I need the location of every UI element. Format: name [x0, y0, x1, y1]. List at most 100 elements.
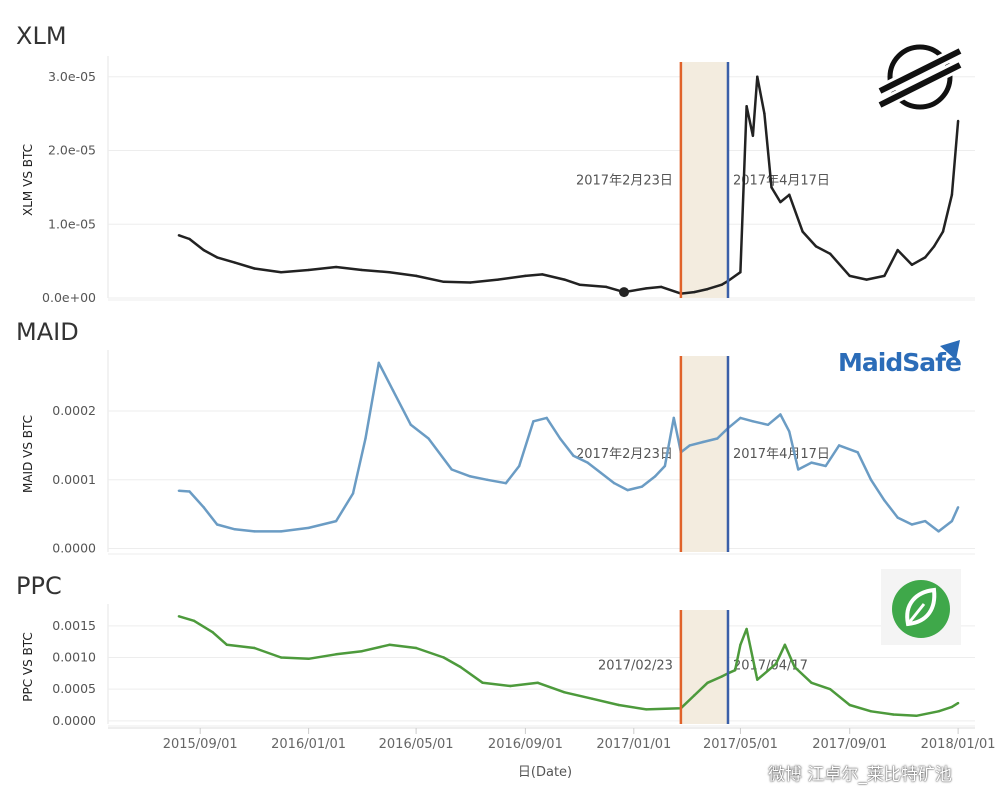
data-point — [414, 274, 418, 278]
highlight-band — [680, 356, 728, 552]
data-point — [793, 665, 796, 669]
data-point — [892, 713, 895, 716]
data-point — [837, 444, 841, 447]
data-point — [545, 416, 548, 420]
data-point — [766, 423, 770, 426]
data-point — [307, 657, 310, 660]
data-point — [788, 193, 791, 196]
series-line-maid — [178, 361, 960, 533]
data-point — [706, 287, 709, 291]
data-point — [536, 681, 540, 685]
data-point — [504, 482, 508, 485]
data-point — [701, 440, 705, 444]
data-point — [910, 263, 914, 267]
data-point — [626, 488, 629, 492]
weibo-watermark: 微博 江卓尔_莱比特矿池 — [768, 765, 952, 785]
data-point — [509, 684, 512, 688]
data-point — [739, 270, 742, 274]
data-point — [774, 662, 778, 666]
data-point — [605, 285, 608, 289]
data-point — [739, 643, 742, 647]
data-point — [192, 619, 196, 622]
annotation-end-date: 2017年4月17日 — [733, 174, 830, 189]
data-point — [177, 615, 181, 618]
x-tick-label: 2016/01/01 — [271, 737, 346, 752]
data-point — [307, 526, 310, 530]
data-point — [409, 423, 412, 426]
data-point — [496, 278, 500, 281]
data-point — [848, 703, 851, 707]
data-point — [613, 482, 616, 485]
panel-title: MAID — [16, 318, 79, 346]
data-point — [660, 285, 663, 289]
data-point — [956, 701, 960, 705]
data-point — [910, 523, 914, 526]
annotation-start-date: 2017/02/23 — [598, 658, 673, 673]
data-point — [586, 461, 589, 464]
data-point — [937, 530, 940, 533]
data-point — [756, 678, 759, 681]
data-point — [645, 287, 648, 290]
panel-maid: MAID 0.0000 0.0001 0.0002 MAID VS BTC 2017年2月… — [16, 318, 975, 556]
data-point — [233, 261, 237, 264]
data-point — [307, 268, 310, 272]
data-point — [828, 252, 832, 255]
data-point — [414, 646, 418, 650]
data-point — [563, 691, 566, 694]
data-point — [391, 389, 395, 392]
y-tick-label: 0.0e+00 — [42, 290, 96, 305]
data-point — [177, 489, 181, 492]
data-point — [572, 454, 575, 457]
data-point — [427, 437, 430, 440]
data-point — [720, 675, 723, 678]
data-point — [848, 274, 851, 278]
data-point — [459, 665, 462, 669]
data-point — [950, 193, 954, 196]
data-point — [334, 265, 338, 269]
data-point — [558, 437, 562, 440]
y-tick-label: 3.0e-05 — [48, 69, 96, 84]
data-point — [532, 420, 535, 423]
data-point — [279, 530, 283, 533]
data-point — [869, 710, 873, 713]
x-tick-label: 2016/05/01 — [379, 737, 454, 752]
x-axis-label: 日(Date) — [518, 765, 572, 780]
data-point — [599, 471, 603, 475]
y-tick-label: 0.0010 — [52, 650, 96, 665]
data-point — [828, 687, 832, 691]
x-tick-label: 2017/01/01 — [596, 737, 671, 752]
y-tick-label: 0.0001 — [52, 472, 96, 487]
data-point — [578, 283, 581, 286]
data-point — [751, 420, 755, 423]
data-point — [233, 528, 237, 531]
peercoin-leaf-icon — [881, 569, 961, 645]
data-point — [745, 627, 748, 631]
data-point — [450, 468, 453, 471]
y-axis-label: MAID VS BTC — [21, 415, 35, 493]
data-point — [824, 464, 827, 468]
svg-text:MaidSafe: MaidSafe — [838, 348, 961, 377]
data-point — [693, 694, 696, 697]
data-point — [896, 248, 899, 252]
x-tick-label: 2017/09/01 — [812, 737, 887, 752]
data-point — [763, 112, 766, 115]
data-point — [202, 248, 205, 252]
data-point — [360, 268, 364, 272]
data-point — [883, 274, 886, 278]
data-point — [481, 681, 484, 685]
data-point — [590, 697, 594, 700]
data-point — [869, 478, 873, 481]
data-point — [188, 490, 191, 493]
data-point — [653, 475, 657, 478]
data-point — [924, 256, 927, 259]
highlight-band — [680, 62, 728, 298]
x-tick-label: 2018/01/01 — [921, 737, 996, 752]
panel-ppc: PPC 0.0000 0.0005 0.0010 0.0015 PPC VS BTC 201… — [16, 572, 975, 728]
data-point — [524, 274, 527, 278]
data-point — [739, 416, 742, 420]
data-point — [442, 656, 445, 659]
data-point — [541, 273, 544, 276]
data-point — [783, 643, 787, 647]
data-point — [360, 649, 364, 653]
